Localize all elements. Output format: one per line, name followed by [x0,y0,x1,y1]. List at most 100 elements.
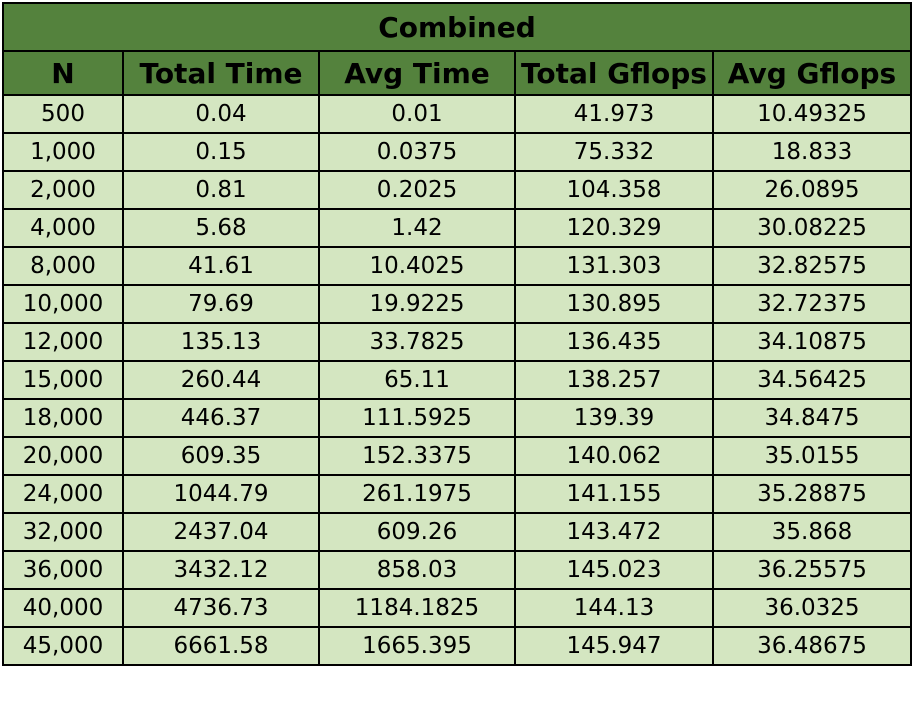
cell-avg-time: 1.42 [318,208,516,248]
cell-total-gflops: 130.895 [514,284,714,324]
cell-total-gflops: 75.332 [514,132,714,172]
cell-total-gflops: 41.973 [514,94,714,134]
cell-avg-gflops: 34.8475 [712,398,912,438]
cell-avg-gflops: 26.0895 [712,170,912,210]
table-row: 32,000 2437.04 609.26 143.472 35.868 [2,512,912,552]
cell-avg-time: 111.5925 [318,398,516,438]
cell-avg-gflops: 35.0155 [712,436,912,476]
cell-total-gflops: 104.358 [514,170,714,210]
cell-avg-time: 609.26 [318,512,516,552]
cell-total-time: 3432.12 [122,550,320,590]
table-row: 36,000 3432.12 858.03 145.023 36.25575 [2,550,912,590]
cell-avg-gflops: 10.49325 [712,94,912,134]
header-avg-time: Avg Time [318,50,516,96]
combined-table: Combined N Total Time Avg Time Total Gfl… [2,2,912,666]
header-avg-gflops: Avg Gflops [712,50,912,96]
cell-total-time: 260.44 [122,360,320,400]
cell-total-time: 1044.79 [122,474,320,514]
cell-n: 4,000 [2,208,124,248]
header-total-gflops: Total Gflops [514,50,714,96]
cell-n: 10,000 [2,284,124,324]
cell-n: 8,000 [2,246,124,286]
table-row: 18,000 446.37 111.5925 139.39 34.8475 [2,398,912,438]
cell-total-gflops: 139.39 [514,398,714,438]
cell-avg-time: 0.0375 [318,132,516,172]
cell-n: 36,000 [2,550,124,590]
cell-avg-gflops: 36.25575 [712,550,912,590]
table-row: 8,000 41.61 10.4025 131.303 32.82575 [2,246,912,286]
cell-n: 40,000 [2,588,124,628]
table-row: 500 0.04 0.01 41.973 10.49325 [2,94,912,134]
title-row: Combined [2,2,912,52]
header-total-time: Total Time [122,50,320,96]
cell-avg-gflops: 34.56425 [712,360,912,400]
cell-total-gflops: 131.303 [514,246,714,286]
table-title: Combined [2,2,912,52]
cell-total-gflops: 141.155 [514,474,714,514]
cell-total-gflops: 144.13 [514,588,714,628]
cell-avg-gflops: 36.48675 [712,626,912,666]
cell-n: 20,000 [2,436,124,476]
cell-total-time: 4736.73 [122,588,320,628]
cell-total-time: 6661.58 [122,626,320,666]
cell-avg-time: 261.1975 [318,474,516,514]
table-body: 500 0.04 0.01 41.973 10.49325 1,000 0.15 0.0375… [2,94,912,666]
cell-total-gflops: 145.947 [514,626,714,666]
cell-avg-time: 65.11 [318,360,516,400]
cell-total-time: 0.04 [122,94,320,134]
cell-total-time: 79.69 [122,284,320,324]
cell-total-time: 5.68 [122,208,320,248]
cell-avg-time: 1184.1825 [318,588,516,628]
cell-n: 1,000 [2,132,124,172]
header-n: N [2,50,124,96]
cell-avg-time: 858.03 [318,550,516,590]
header-row: N Total Time Avg Time Total Gflops Avg G… [2,50,912,96]
cell-total-time: 2437.04 [122,512,320,552]
cell-total-time: 0.15 [122,132,320,172]
cell-avg-gflops: 35.868 [712,512,912,552]
table-row: 45,000 6661.58 1665.395 145.947 36.48675 [2,626,912,666]
cell-avg-gflops: 35.28875 [712,474,912,514]
table-row: 20,000 609.35 152.3375 140.062 35.0155 [2,436,912,476]
cell-n: 15,000 [2,360,124,400]
cell-avg-time: 152.3375 [318,436,516,476]
cell-avg-time: 0.2025 [318,170,516,210]
table-row: 15,000 260.44 65.11 138.257 34.56425 [2,360,912,400]
table-row: 12,000 135.13 33.7825 136.435 34.10875 [2,322,912,362]
cell-avg-gflops: 34.10875 [712,322,912,362]
cell-n: 18,000 [2,398,124,438]
cell-n: 32,000 [2,512,124,552]
cell-total-gflops: 136.435 [514,322,714,362]
table-row: 10,000 79.69 19.9225 130.895 32.72375 [2,284,912,324]
cell-total-time: 446.37 [122,398,320,438]
cell-avg-gflops: 32.72375 [712,284,912,324]
table-row: 40,000 4736.73 1184.1825 144.13 36.0325 [2,588,912,628]
table-row: 4,000 5.68 1.42 120.329 30.08225 [2,208,912,248]
cell-total-gflops: 145.023 [514,550,714,590]
table-row: 2,000 0.81 0.2025 104.358 26.0895 [2,170,912,210]
table-row: 24,000 1044.79 261.1975 141.155 35.28875 [2,474,912,514]
cell-avg-gflops: 36.0325 [712,588,912,628]
cell-n: 12,000 [2,322,124,362]
cell-total-time: 135.13 [122,322,320,362]
cell-total-time: 0.81 [122,170,320,210]
cell-n: 24,000 [2,474,124,514]
cell-total-time: 609.35 [122,436,320,476]
cell-avg-time: 33.7825 [318,322,516,362]
cell-n: 500 [2,94,124,134]
table-row: 1,000 0.15 0.0375 75.332 18.833 [2,132,912,172]
cell-avg-gflops: 18.833 [712,132,912,172]
cell-total-gflops: 143.472 [514,512,714,552]
cell-total-time: 41.61 [122,246,320,286]
cell-total-gflops: 138.257 [514,360,714,400]
cell-n: 2,000 [2,170,124,210]
cell-total-gflops: 140.062 [514,436,714,476]
cell-total-gflops: 120.329 [514,208,714,248]
cell-avg-time: 19.9225 [318,284,516,324]
cell-avg-gflops: 30.08225 [712,208,912,248]
cell-n: 45,000 [2,626,124,666]
cell-avg-gflops: 32.82575 [712,246,912,286]
cell-avg-time: 10.4025 [318,246,516,286]
cell-avg-time: 0.01 [318,94,516,134]
cell-avg-time: 1665.395 [318,626,516,666]
